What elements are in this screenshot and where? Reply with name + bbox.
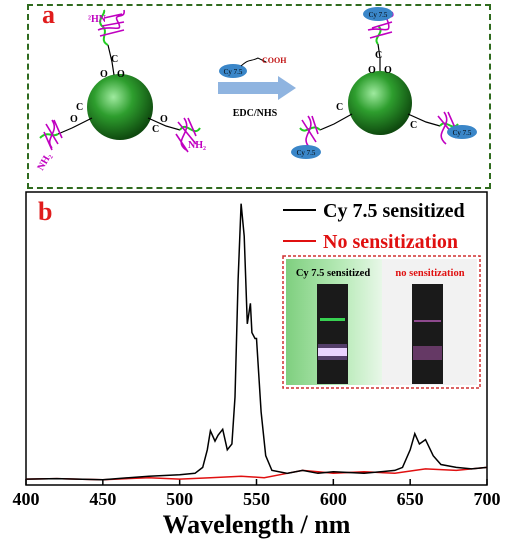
panel-b-letter: b bbox=[38, 197, 53, 226]
tube-sensitized-glow bbox=[318, 348, 347, 356]
linker-right bbox=[179, 125, 201, 133]
x-axis-label: Wavelength / nm bbox=[163, 510, 351, 539]
amine-label-right: NH₂ bbox=[188, 140, 206, 151]
schematic-right-nanoparticle: C O O Cy 7.5 C Cy 7.5 C Cy 7.5 bbox=[291, 7, 477, 159]
x-tick-label: 650 bbox=[397, 489, 424, 509]
tube-unsensitized-band bbox=[414, 320, 441, 322]
panel-a-letter: a bbox=[42, 0, 55, 29]
series-layer bbox=[25, 203, 488, 481]
carboxyl-c-left-r: C bbox=[336, 102, 343, 113]
carboxyl-o-top-r-a: O bbox=[368, 65, 376, 76]
series-line-no-sensitization bbox=[25, 466, 488, 481]
tube-sensitized bbox=[317, 284, 348, 384]
carboxyl-c-right-r: C bbox=[410, 120, 417, 131]
dye-right bbox=[447, 125, 477, 139]
x-tick-label: 600 bbox=[320, 489, 347, 509]
dna-right bbox=[175, 117, 197, 153]
carboxyl-c-right: C bbox=[152, 124, 159, 135]
dye-right-label: Cy 7.5 bbox=[453, 129, 472, 137]
x-axis-ticks: 400 450 500 550 600 650 700 bbox=[13, 479, 501, 509]
dye-reagent bbox=[219, 64, 247, 78]
panel-a-frame bbox=[27, 4, 491, 189]
inset-left-label: Cy 7.5 sensitized bbox=[296, 268, 371, 279]
linker-left bbox=[39, 133, 59, 139]
tube-sensitized-green-band bbox=[320, 318, 345, 321]
x-tick-label: 550 bbox=[243, 489, 270, 509]
amine-label-top: ²HN bbox=[88, 14, 107, 25]
reaction-arrow bbox=[218, 76, 296, 100]
dye-top-label: Cy 7.5 bbox=[369, 11, 388, 19]
inset-right-label: no sensitization bbox=[395, 268, 464, 279]
legend-label: No sensitization bbox=[323, 231, 458, 253]
x-tick-label: 450 bbox=[89, 489, 116, 509]
x-tick-label: 700 bbox=[474, 489, 501, 509]
dye-top bbox=[363, 7, 393, 21]
nanoparticle-right bbox=[348, 71, 412, 135]
carboxyl-c-left: C bbox=[76, 102, 83, 113]
carboxyl-o-left: O bbox=[70, 114, 78, 125]
reaction-arrow-group: Cy 7.5 COOH EDC/NHS bbox=[218, 56, 296, 119]
carboxyl-o-top-r-b: O bbox=[384, 65, 392, 76]
x-tick-label: 400 bbox=[13, 489, 40, 509]
carboxyl-o-right: O bbox=[160, 114, 168, 125]
carboxyl-o-top-b: O bbox=[117, 69, 125, 80]
legend-label: Cy 7.5 sensitized bbox=[323, 200, 465, 222]
carboxyl-c-top-r: C bbox=[375, 50, 382, 61]
dna-left-r bbox=[301, 115, 319, 149]
legend: Cy 7.5 sensitized No sensitization bbox=[283, 200, 465, 253]
inset-photo: Cy 7.5 sensitized no sensitization bbox=[282, 255, 481, 389]
carboxyl-c-top: C bbox=[111, 54, 118, 65]
dye-left bbox=[291, 145, 321, 159]
spectrum-chart: 400 450 500 550 600 650 700 Cy 7.5 sensitized N… bbox=[13, 191, 501, 539]
dye-left-label: Cy 7.5 bbox=[297, 149, 316, 157]
tube-unsensitized bbox=[412, 284, 443, 384]
reaction-condition-label: EDC/NHS bbox=[233, 108, 278, 119]
nanoparticle-left bbox=[87, 74, 153, 140]
x-tick-label: 500 bbox=[166, 489, 193, 509]
dna-top-left bbox=[97, 9, 125, 37]
series-line-sensitized bbox=[25, 203, 488, 481]
amine-label-left: NH₂ bbox=[35, 151, 54, 172]
dna-left bbox=[43, 119, 63, 151]
carboxyl-group-label: COOH bbox=[262, 56, 287, 65]
schematic-left-nanoparticle: C O O ²HN C O NH₂ C O NH₂ bbox=[35, 9, 206, 172]
carboxyl-o-top-a: O bbox=[100, 69, 108, 80]
dye-reagent-label: Cy 7.5 bbox=[224, 68, 243, 76]
